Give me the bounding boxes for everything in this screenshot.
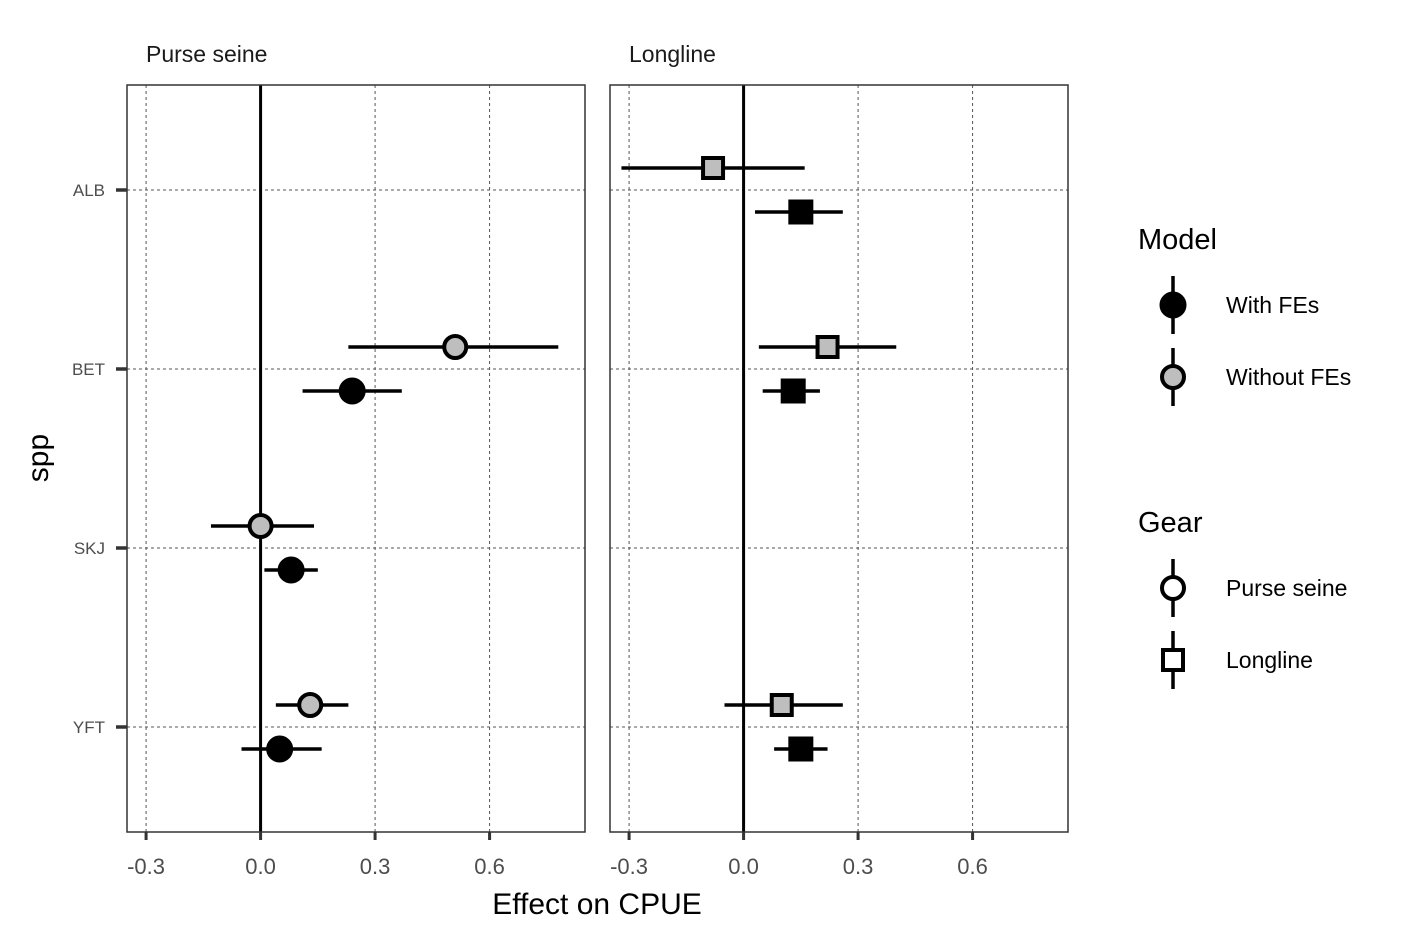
data-point-square (815, 335, 840, 359)
legend-key-circle (1160, 575, 1186, 601)
x-tick-label: 0.6 (957, 854, 988, 879)
panel-border (609, 84, 1069, 833)
y-tick-label: ALB (73, 181, 105, 200)
x-tick-label: 0.3 (843, 854, 874, 879)
facet-title: Longline (629, 41, 716, 67)
legend-model: Model With FEs Without FEs (1138, 224, 1351, 406)
data-point-square (701, 156, 726, 180)
y-tick-label: BET (72, 360, 105, 379)
y-tick-label: YFT (73, 718, 105, 737)
x-axis-title: Effect on CPUE (492, 888, 702, 921)
legend-gear: Gear Purse seine Longline (1138, 507, 1347, 689)
facet-panel: Longline (609, 41, 1069, 833)
legend-key-square (1161, 648, 1185, 672)
data-point-square (780, 378, 806, 404)
data-point-circle (266, 735, 294, 763)
y-axis-title: spp (22, 434, 55, 482)
data-point-circle (247, 513, 274, 539)
panel-border (126, 84, 586, 833)
data-point-square (788, 199, 814, 225)
legend-label: With FEs (1226, 292, 1319, 318)
facet-title: Purse seine (146, 41, 267, 67)
x-tick-label: 0.6 (474, 854, 505, 879)
data-point-circle (442, 334, 469, 360)
x-tick-label: -0.3 (610, 854, 648, 879)
x-tick-label: -0.3 (127, 854, 165, 879)
x-tick-label: 0.0 (728, 854, 759, 879)
legend-title: Gear (1138, 507, 1203, 539)
x-tick-label: 0.3 (360, 854, 391, 879)
legend-title: Model (1138, 224, 1217, 256)
legend-label: Longline (1226, 647, 1313, 673)
y-tick-label: SKJ (74, 539, 105, 558)
legend-key-circle (1159, 291, 1187, 319)
facet-panel: Purse seine (126, 41, 586, 833)
data-point-square (769, 693, 794, 717)
x-tick-label: 0.0 (245, 854, 276, 879)
data-point-circle (338, 377, 366, 405)
data-point-circle (297, 692, 324, 718)
legend-key-circle (1160, 364, 1186, 390)
data-point-square (788, 736, 814, 762)
legend-label: Purse seine (1226, 575, 1347, 601)
data-point-circle (277, 556, 305, 584)
legend-label: Without FEs (1226, 364, 1351, 390)
